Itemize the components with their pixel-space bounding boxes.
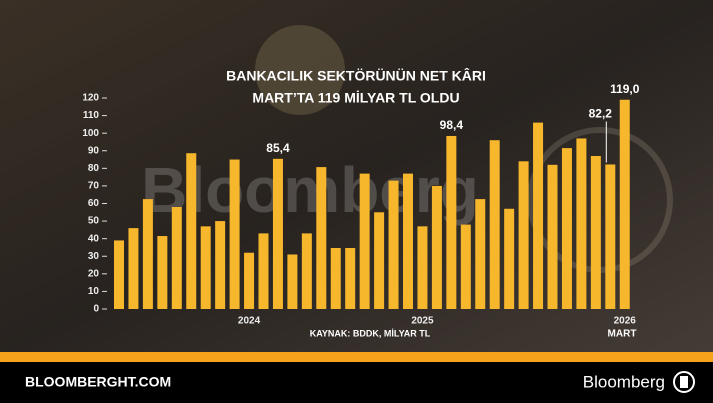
bar [258, 233, 269, 309]
bar [359, 173, 370, 309]
bar [504, 208, 515, 309]
bar [244, 252, 255, 309]
bar [547, 164, 558, 309]
brand-logo [673, 371, 695, 393]
x-tick-label: 2026 [614, 316, 637, 327]
bar [489, 140, 500, 309]
footer [0, 362, 713, 403]
bar [431, 185, 442, 309]
bar [619, 99, 630, 309]
bar [460, 224, 471, 309]
bar [403, 173, 413, 309]
bar [475, 199, 486, 309]
y-tick-label: 20 [88, 268, 100, 279]
footer-brand: Bloomberg [583, 372, 665, 391]
coin [255, 25, 345, 115]
bar [272, 158, 283, 309]
source: KAYNAK: BDDK, MİLYAR TL [310, 328, 431, 338]
bar [518, 161, 529, 309]
bar [186, 153, 197, 309]
bar [171, 207, 182, 309]
y-tick-label: 100 [82, 128, 99, 139]
bar [114, 240, 124, 309]
footer-site: BLOOMBERGHT.COM [25, 374, 171, 390]
bar [287, 254, 298, 309]
x-tick-label: 2025 [411, 316, 434, 327]
bar [229, 159, 240, 309]
y-tick-label: 50 [88, 216, 100, 227]
chart-title: BANKACILIK SEKTÖRÜNÜN NET KÂRI [226, 67, 486, 84]
bar [200, 226, 211, 309]
bar [215, 221, 226, 309]
y-tick-label: 70 [88, 181, 100, 192]
watermark: Bloomberg [141, 154, 479, 226]
value-label: 98,4 [440, 118, 464, 132]
y-tick-label: 0 [93, 304, 99, 315]
y-tick-label: 30 [88, 251, 100, 262]
bar [142, 199, 153, 309]
bar [128, 228, 139, 309]
bar [316, 167, 327, 309]
bar [533, 122, 544, 309]
bar [345, 247, 356, 309]
y-tick-label: 10 [88, 286, 100, 297]
bar [374, 212, 385, 309]
bar [388, 180, 399, 309]
bar [446, 135, 457, 309]
bar [561, 148, 572, 309]
value-label: 82,2 [589, 107, 613, 121]
y-tick-label: 90 [88, 145, 100, 156]
bar [330, 247, 341, 309]
bar [605, 164, 616, 309]
bar [590, 156, 601, 309]
value-label: 119,0 [610, 82, 640, 96]
bar [301, 233, 312, 309]
bar [576, 138, 587, 309]
accent-strip [0, 352, 713, 362]
x-annotation: MART [608, 329, 637, 340]
y-tick-label: 80 [88, 163, 100, 174]
y-tick-label: 120 [82, 93, 99, 104]
bar [157, 236, 168, 309]
brand-logo-mark [680, 376, 688, 388]
chart-title: MART’TA 119 MİLYAR TL OLDU [252, 90, 459, 106]
y-tick-label: 110 [83, 110, 100, 121]
value-label: 85,4 [266, 141, 290, 155]
bar [417, 226, 428, 309]
y-tick-label: 60 [88, 198, 100, 209]
x-tick-label: 2024 [238, 316, 261, 327]
y-tick-label: 40 [88, 233, 100, 244]
